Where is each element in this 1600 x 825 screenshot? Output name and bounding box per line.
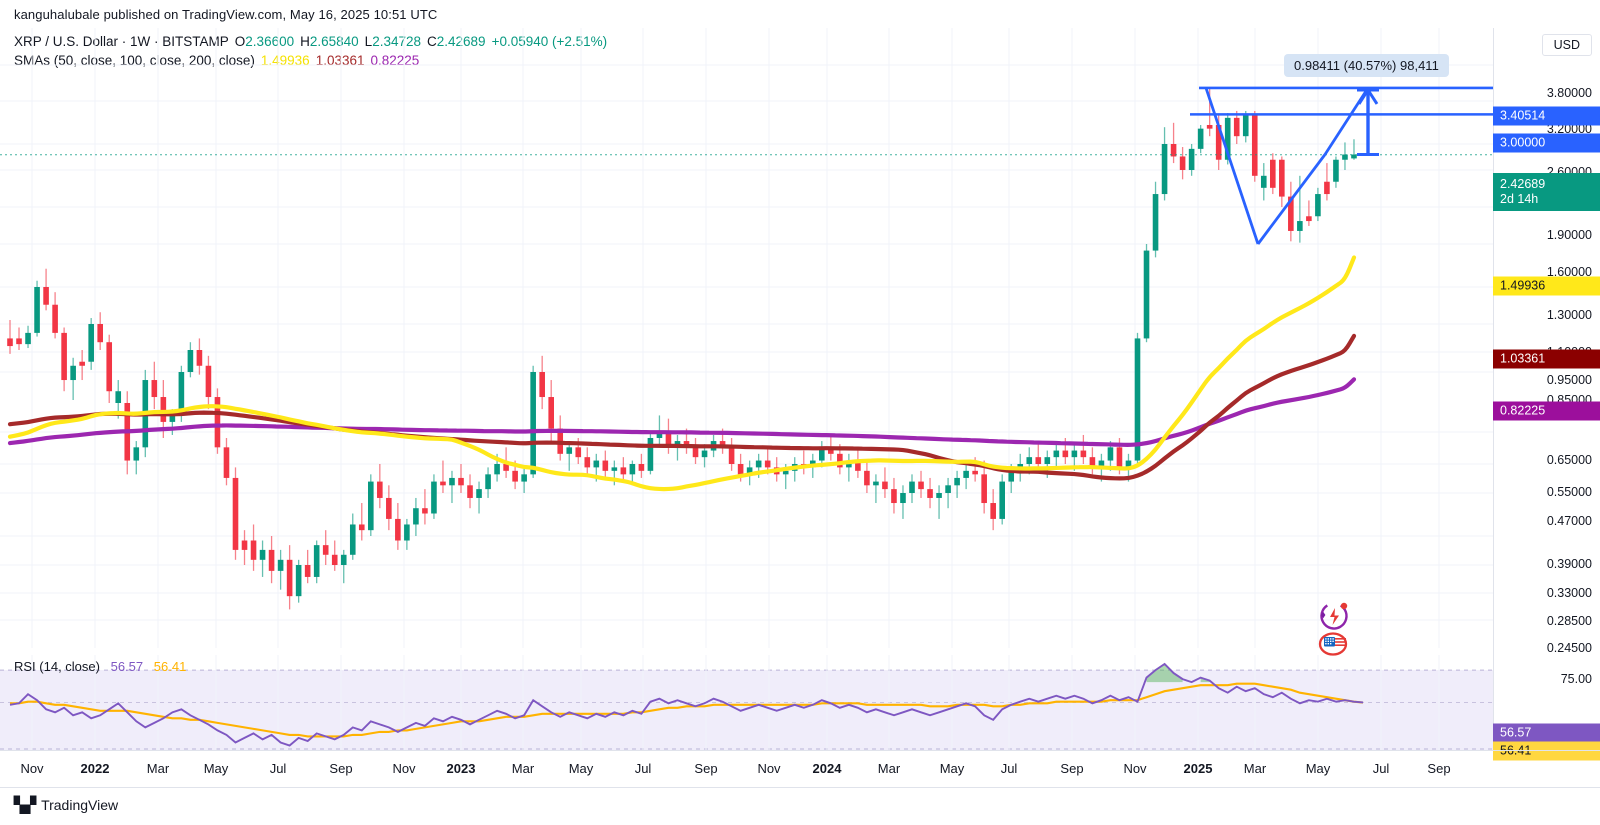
legend-change: +0.05940 (+2.51%) xyxy=(491,34,608,49)
time-tick: Mar xyxy=(511,761,535,776)
time-tick: Nov xyxy=(392,761,416,776)
time-scale[interactable]: Nov 2022 Mar May Jul Sep Nov 2023 Mar May Jul Sep No… xyxy=(0,750,1600,788)
rsi-legend: RSI (14, close) 56.57 56.41 xyxy=(14,659,186,674)
price-tick: 1.90000 xyxy=(1546,228,1592,242)
legend-sma-row: SMAs (50, close, 100, close, 200, close)… xyxy=(14,51,607,70)
chart-badge-group[interactable] xyxy=(1310,600,1354,658)
price-tick: 0.47000 xyxy=(1546,514,1592,528)
chart-legend: XRP / U.S. Dollar · 1W · BITSTAMP O2.3660… xyxy=(14,32,607,70)
ai-sparkle-icon[interactable] xyxy=(1317,600,1351,633)
time-tick: May xyxy=(939,761,965,776)
price-tick: 0.39000 xyxy=(1546,557,1592,571)
legend-open-value: 2.36600 xyxy=(245,34,295,49)
legend-close-label: C xyxy=(427,34,437,49)
price-pill-last[interactable]: 2.42689 2d 14h xyxy=(1493,173,1600,211)
time-tick: Mar xyxy=(146,761,170,776)
candlestick-series xyxy=(7,88,1357,610)
price-pill-sma200[interactable]: 0.82225 xyxy=(1493,401,1600,421)
time-tick: Sep xyxy=(1427,761,1451,776)
price-tick: 0.33000 xyxy=(1546,586,1592,600)
last-price-value: 2.42689 xyxy=(1500,177,1546,191)
price-tick: 0.55000 xyxy=(1546,485,1592,499)
tradingview-mark-icon: ▚▞ xyxy=(14,797,36,814)
time-tick: May xyxy=(203,761,229,776)
price-tick: 0.24500 xyxy=(1546,641,1592,655)
time-tick: 2024 xyxy=(812,761,842,776)
rsi-chart-canvas[interactable] xyxy=(0,655,1493,750)
legend-open-label: O xyxy=(234,34,246,49)
time-tick: Jul xyxy=(1000,761,1018,776)
time-tick: Mar xyxy=(877,761,901,776)
rsi-series xyxy=(9,662,1364,747)
vertical-gridlines xyxy=(31,28,1440,648)
time-tick: 2025 xyxy=(1183,761,1213,776)
time-tick: Jul xyxy=(269,761,287,776)
legend-sma-title[interactable]: SMAs (50, close, 100, close, 200, close) xyxy=(14,53,255,68)
legend-low-label: L xyxy=(364,34,373,49)
rsi-ma-value: 56.41 xyxy=(153,659,187,674)
time-tick: Nov xyxy=(20,761,44,776)
time-tick: Sep xyxy=(329,761,353,776)
horizontal-gridlines xyxy=(0,64,1493,621)
currency-badge[interactable]: USD xyxy=(1541,34,1592,56)
time-tick: Sep xyxy=(694,761,718,776)
tradingview-brand-label: TradingView xyxy=(41,797,119,813)
time-tick: Nov xyxy=(1123,761,1147,776)
price-pill-resistance-top[interactable]: 3.40514 xyxy=(1493,106,1600,126)
legend-high-label: H xyxy=(300,34,310,49)
price-chart-canvas[interactable] xyxy=(0,28,1493,648)
sma-lines xyxy=(7,255,1357,492)
price-tick: 1.60000 xyxy=(1546,265,1592,279)
time-tick: Mar xyxy=(1243,761,1267,776)
price-tick: 0.95000 xyxy=(1546,373,1592,387)
economic-calendar-flag-icon[interactable] xyxy=(1318,632,1348,656)
rsi-pill-value[interactable]: 56.57 xyxy=(1493,723,1600,743)
legend-low-value: 2.34728 xyxy=(372,34,421,49)
legend-high-value: 2.65840 xyxy=(309,34,359,49)
rsi-band xyxy=(0,670,1493,750)
measure-tooltip: 0.98411 (40.57%) 98,411 xyxy=(1284,54,1449,77)
legend-sma200-value: 0.82225 xyxy=(370,53,420,68)
price-scale[interactable]: USD 3.800003.200002.600002.200001.900001… xyxy=(1493,28,1600,761)
price-tick: 3.80000 xyxy=(1546,86,1592,100)
price-tick: 0.65000 xyxy=(1546,453,1592,467)
time-tick: Nov xyxy=(757,761,781,776)
time-tick: May xyxy=(1305,761,1331,776)
bar-countdown: 2d 14h xyxy=(1500,192,1539,206)
time-tick: May xyxy=(568,761,594,776)
price-tick: 3.20000 xyxy=(1546,122,1592,136)
price-tick: 0.28500 xyxy=(1546,614,1592,628)
legend-symbol[interactable]: XRP / U.S. Dollar · 1W · BITSTAMP xyxy=(14,34,229,49)
legend-sma100-value: 1.03361 xyxy=(315,53,365,68)
rsi-tick-75: 75.00 xyxy=(1560,672,1592,686)
legend-symbol-row: XRP / U.S. Dollar · 1W · BITSTAMP O2.3660… xyxy=(14,32,607,51)
time-tick: Jul xyxy=(1372,761,1390,776)
published-byline: kanguhalubale published on TradingView.c… xyxy=(14,7,438,22)
chart-drawings[interactable] xyxy=(1190,86,1493,245)
price-pill-resistance-mid[interactable]: 3.00000 xyxy=(1493,133,1600,153)
tradingview-logo[interactable]: ▚▞ TradingView xyxy=(14,796,118,814)
time-tick: Sep xyxy=(1060,761,1084,776)
price-tick: 1.30000 xyxy=(1546,308,1592,322)
rsi-title[interactable]: RSI (14, close) xyxy=(14,659,100,674)
rsi-value: 56.57 xyxy=(110,659,144,674)
time-tick: 2023 xyxy=(446,761,476,776)
legend-sma50-value: 1.49936 xyxy=(260,53,310,68)
price-pill-sma100[interactable]: 1.03361 xyxy=(1493,349,1600,369)
price-pill-sma50[interactable]: 1.49936 xyxy=(1493,276,1600,296)
rsi-gridlines xyxy=(0,655,1493,750)
time-tick: 2022 xyxy=(80,761,110,776)
time-tick: Jul xyxy=(634,761,652,776)
